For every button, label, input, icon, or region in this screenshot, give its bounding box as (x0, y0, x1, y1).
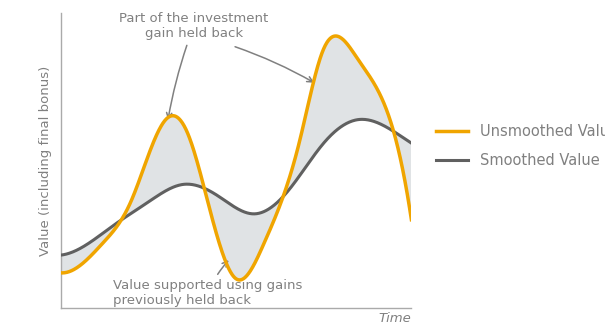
Text: Value supported using gains
previously held back: Value supported using gains previously h… (113, 261, 302, 308)
Legend: Unsmoothed Value, Smoothed Value: Unsmoothed Value, Smoothed Value (436, 124, 605, 169)
Text: Time: Time (379, 312, 411, 325)
Y-axis label: Value (including final bonus): Value (including final bonus) (39, 66, 52, 256)
Text: Part of the investment
gain held back: Part of the investment gain held back (119, 12, 269, 118)
